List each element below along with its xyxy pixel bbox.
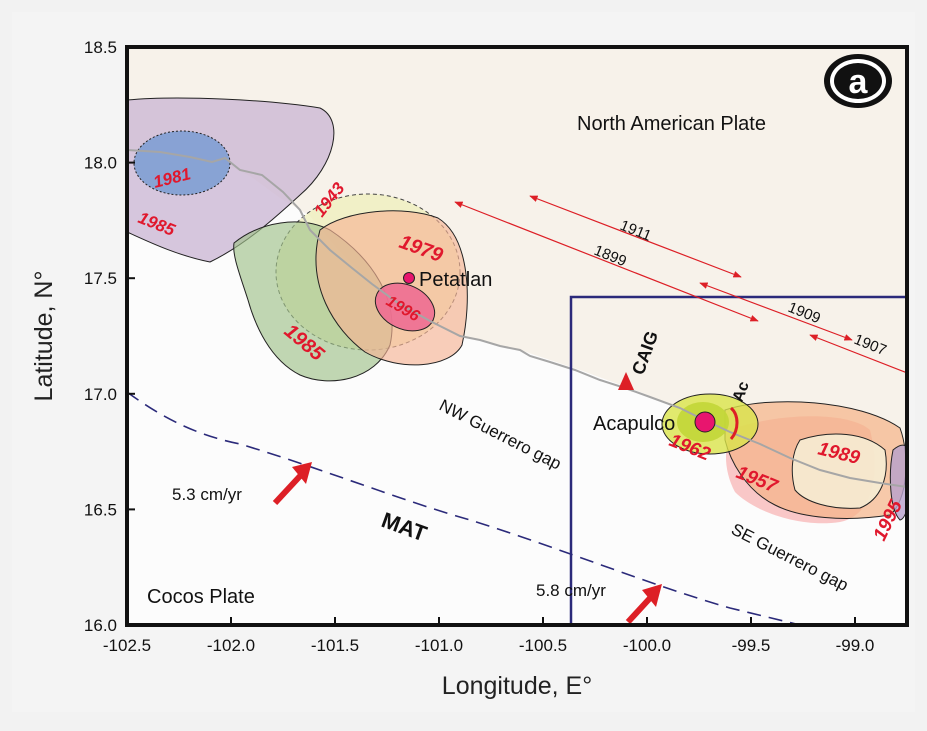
y-tick-label: 17.5 (84, 269, 117, 288)
x-tick-label: -100.0 (623, 636, 671, 655)
y-axis-title: Latitude, N° (30, 271, 58, 402)
x-tick-label: -99.5 (732, 636, 771, 655)
x-tick-label: -99.0 (836, 636, 875, 655)
plate-motion-arrow-west (272, 462, 312, 506)
coastline (127, 149, 907, 488)
x-tick-label: -100.5 (519, 636, 567, 655)
plate-rate-west-label: 5.3 cm/yr (172, 485, 242, 504)
x-tick-label: -102.5 (103, 636, 151, 655)
mat-trench-line (127, 391, 801, 625)
ac-label: Ac (730, 379, 753, 404)
rupture-extent-1907 (809, 334, 907, 374)
caig-station-icon (618, 372, 634, 390)
x-tick-label: -101.5 (311, 636, 359, 655)
y-tick-label: 16.5 (84, 500, 117, 519)
north-american-plate-label: North American Plate (577, 113, 766, 135)
panel-badge: a (824, 54, 892, 108)
petatlan-marker (403, 272, 415, 284)
x-axis-title: Longitude, E° (442, 672, 592, 700)
cocos-plate-label: Cocos Plate (147, 586, 255, 608)
rupture-zone-1981 (133, 130, 231, 196)
y-tick-label: 18.5 (84, 38, 117, 57)
plate-rate-east-label: 5.8 cm/yr (536, 581, 606, 600)
x-tick-label: -102.0 (207, 636, 255, 655)
acapulco-label: Acapulco (593, 413, 675, 435)
y-tick-label: 17.0 (84, 385, 117, 404)
plot-frame (125, 45, 909, 627)
rupture-extent-1909 (699, 282, 853, 341)
plate-motion-arrow-east (625, 584, 662, 625)
rupture-zone-1989-inner (791, 433, 887, 509)
rupture-zone-1995 (889, 444, 907, 521)
x-tick-label: -101.0 (415, 636, 463, 655)
x-axis-ticks: -102.5 -102.0 -101.5 -101.0 -100.5 -100.0 -99.… (103, 617, 874, 655)
panel-label: a (849, 63, 869, 101)
petatlan-label: Petatlan (419, 269, 492, 291)
acapulco-marker (694, 411, 716, 433)
y-tick-label: 16.0 (84, 616, 117, 635)
ac-bracket-icon (729, 406, 739, 440)
y-tick-label: 18.0 (84, 154, 117, 173)
y-axis-ticks: 18.5 18.0 17.5 17.0 16.5 16.0 (84, 38, 135, 635)
